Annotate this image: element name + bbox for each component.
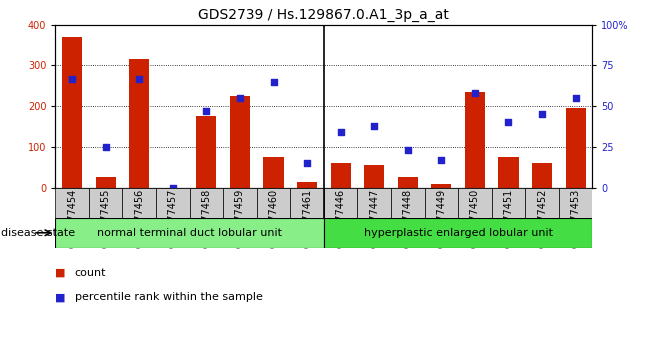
Text: GSM177453: GSM177453 (571, 189, 581, 249)
Text: ■: ■ (55, 268, 66, 278)
Text: disease state: disease state (1, 228, 76, 238)
Text: GSM177449: GSM177449 (436, 189, 447, 248)
Text: count: count (75, 268, 106, 278)
Text: percentile rank within the sample: percentile rank within the sample (75, 292, 263, 302)
Title: GDS2739 / Hs.129867.0.A1_3p_a_at: GDS2739 / Hs.129867.0.A1_3p_a_at (199, 8, 449, 22)
Text: normal terminal duct lobular unit: normal terminal duct lobular unit (97, 228, 282, 238)
Point (436, 157, 447, 163)
Bar (424, 188, 458, 218)
Bar (465, 92, 485, 188)
Point (235, 95, 245, 101)
Bar (89, 188, 122, 218)
Bar (55, 218, 324, 248)
Bar (297, 182, 317, 188)
Text: hyperplastic enlarged lobular unit: hyperplastic enlarged lobular unit (364, 228, 553, 238)
Point (570, 95, 581, 101)
Text: GSM177454: GSM177454 (67, 189, 77, 249)
Bar (331, 163, 351, 188)
Bar (357, 188, 391, 218)
Point (369, 123, 380, 129)
Text: GSM177448: GSM177448 (403, 189, 413, 248)
Bar (398, 177, 418, 188)
Text: GSM177451: GSM177451 (503, 189, 514, 249)
Text: GSM177458: GSM177458 (201, 189, 212, 249)
Point (537, 112, 547, 117)
Point (268, 79, 279, 85)
Point (402, 147, 413, 153)
Bar (532, 163, 552, 188)
Text: GSM177446: GSM177446 (336, 189, 346, 248)
Bar (566, 108, 586, 188)
Bar (264, 157, 284, 188)
Bar (156, 188, 189, 218)
Bar (189, 188, 223, 218)
Bar (559, 188, 592, 218)
Bar (290, 188, 324, 218)
Point (100, 144, 111, 150)
Bar (324, 188, 357, 218)
Text: ■: ■ (55, 292, 66, 302)
Point (302, 160, 312, 166)
Bar (129, 59, 149, 188)
Bar (197, 116, 216, 188)
Text: GSM177455: GSM177455 (101, 189, 111, 249)
Point (503, 120, 514, 125)
Text: GSM177456: GSM177456 (134, 189, 145, 249)
Bar (96, 177, 116, 188)
Text: GSM177447: GSM177447 (369, 189, 380, 249)
Point (335, 130, 346, 135)
Bar (122, 188, 156, 218)
Bar (55, 188, 89, 218)
Bar (525, 188, 559, 218)
Text: GSM177459: GSM177459 (235, 189, 245, 249)
Point (470, 90, 480, 96)
Bar (492, 188, 525, 218)
Text: GSM177460: GSM177460 (268, 189, 279, 248)
Bar (364, 165, 384, 188)
Bar (62, 37, 82, 188)
Text: GSM177461: GSM177461 (302, 189, 312, 248)
Bar (458, 188, 492, 218)
Bar (324, 218, 592, 248)
Bar (499, 157, 519, 188)
Point (134, 76, 145, 81)
Text: GSM177457: GSM177457 (168, 189, 178, 249)
Text: GSM177452: GSM177452 (537, 189, 547, 249)
Bar (391, 188, 424, 218)
Bar (256, 188, 290, 218)
Point (167, 185, 178, 190)
Text: GSM177450: GSM177450 (470, 189, 480, 249)
Bar (431, 183, 451, 188)
Bar (230, 96, 250, 188)
Point (201, 108, 212, 114)
Bar (223, 188, 256, 218)
Point (67, 76, 77, 81)
